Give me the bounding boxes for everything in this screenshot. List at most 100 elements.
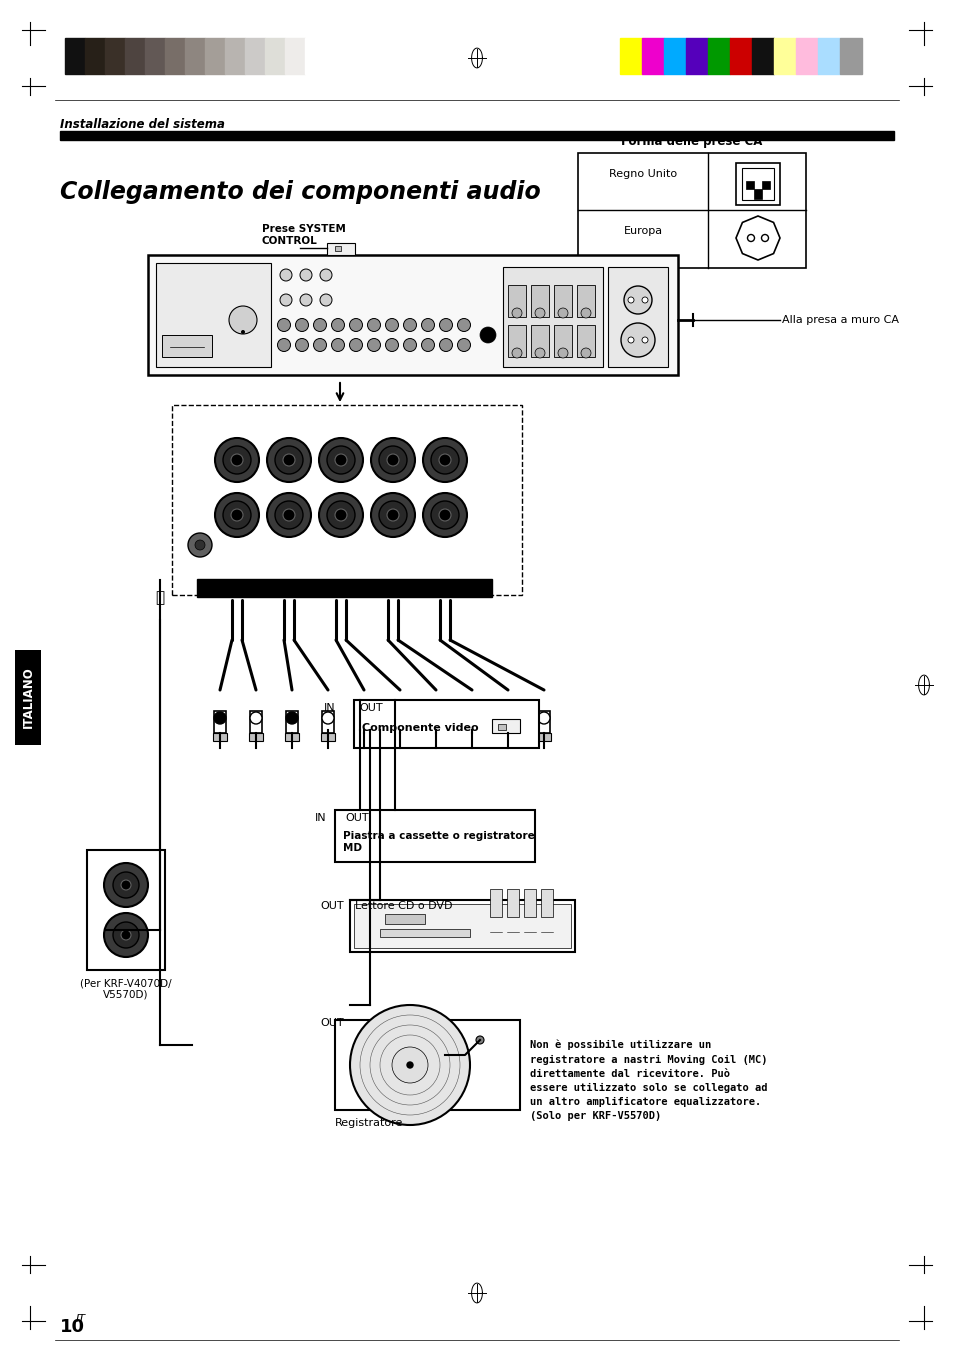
Circle shape	[623, 286, 651, 313]
Bar	[394, 711, 406, 734]
Bar	[327, 243, 355, 255]
Bar	[577, 285, 595, 317]
Bar	[385, 915, 424, 924]
Circle shape	[760, 235, 768, 242]
Circle shape	[295, 319, 308, 331]
Circle shape	[457, 339, 470, 351]
Bar	[205, 38, 225, 74]
Text: Componente video: Componente video	[361, 723, 478, 734]
Circle shape	[439, 339, 452, 351]
Text: Prese SYSTEM
CONTROL: Prese SYSTEM CONTROL	[262, 224, 346, 246]
Circle shape	[349, 319, 362, 331]
Bar	[429, 734, 442, 740]
Bar	[322, 711, 334, 734]
Text: Collegamento dei componenti audio: Collegamento dei componenti audio	[60, 180, 540, 204]
Circle shape	[318, 493, 363, 536]
Circle shape	[322, 712, 334, 724]
Circle shape	[558, 308, 567, 317]
Bar	[751, 38, 773, 74]
Circle shape	[283, 454, 294, 466]
Bar	[165, 38, 185, 74]
Circle shape	[231, 509, 243, 521]
Bar	[286, 711, 297, 734]
Bar	[357, 711, 370, 734]
Circle shape	[479, 327, 496, 343]
Circle shape	[357, 712, 370, 724]
Circle shape	[277, 319, 291, 331]
Circle shape	[283, 509, 294, 521]
Bar	[65, 38, 85, 74]
Bar	[497, 724, 505, 730]
Circle shape	[422, 438, 467, 482]
Circle shape	[319, 269, 332, 281]
Bar	[213, 711, 226, 734]
Bar	[335, 811, 535, 862]
Bar	[285, 734, 298, 740]
Bar	[729, 38, 751, 74]
Circle shape	[378, 501, 407, 530]
Circle shape	[421, 319, 434, 331]
Circle shape	[465, 712, 477, 724]
Bar	[213, 734, 227, 740]
Bar	[735, 163, 780, 205]
Bar	[795, 38, 817, 74]
Bar	[335, 1020, 519, 1111]
Bar	[350, 900, 575, 952]
Circle shape	[112, 921, 139, 948]
Bar	[172, 405, 521, 594]
Circle shape	[214, 438, 258, 482]
Bar	[15, 650, 41, 744]
Bar	[87, 850, 165, 970]
Bar	[379, 929, 470, 938]
Bar	[745, 181, 753, 189]
Text: IT: IT	[76, 1315, 86, 1324]
Circle shape	[387, 509, 398, 521]
Circle shape	[223, 501, 251, 530]
Circle shape	[194, 540, 205, 550]
Bar	[641, 38, 663, 74]
Circle shape	[407, 1062, 413, 1069]
Circle shape	[394, 712, 406, 724]
Circle shape	[223, 446, 251, 474]
Circle shape	[277, 339, 291, 351]
Bar	[531, 285, 548, 317]
Bar	[492, 719, 519, 734]
Circle shape	[512, 308, 521, 317]
Text: Lettore CD o DVD: Lettore CD o DVD	[355, 901, 452, 911]
Circle shape	[387, 454, 398, 466]
Bar	[741, 168, 773, 200]
Bar	[540, 889, 553, 917]
Text: (Per KRF-V4070D/
V5570D): (Per KRF-V4070D/ V5570D)	[80, 978, 172, 1000]
Bar	[245, 38, 265, 74]
Bar	[501, 711, 514, 734]
Circle shape	[422, 493, 467, 536]
Bar	[465, 711, 477, 734]
Bar	[145, 38, 165, 74]
Circle shape	[295, 339, 308, 351]
Circle shape	[535, 308, 544, 317]
Bar	[285, 38, 305, 74]
Text: ITALIANO: ITALIANO	[22, 666, 34, 728]
Circle shape	[319, 295, 332, 305]
Bar	[773, 38, 795, 74]
Bar	[354, 700, 538, 748]
Bar	[393, 734, 407, 740]
Circle shape	[641, 336, 647, 343]
Circle shape	[121, 880, 131, 890]
Bar	[356, 734, 371, 740]
Circle shape	[286, 712, 297, 724]
Text: OUT: OUT	[358, 703, 382, 713]
Bar	[663, 38, 685, 74]
Circle shape	[641, 297, 647, 303]
Bar	[60, 131, 893, 141]
Text: Installazione del sistema: Installazione del sistema	[60, 118, 225, 131]
Circle shape	[350, 1005, 470, 1125]
Circle shape	[241, 330, 245, 334]
Circle shape	[438, 509, 451, 521]
Circle shape	[512, 349, 521, 358]
Bar	[523, 889, 536, 917]
Circle shape	[280, 269, 292, 281]
Bar	[156, 263, 271, 367]
Bar	[500, 734, 515, 740]
Text: ⏚: ⏚	[155, 590, 164, 605]
